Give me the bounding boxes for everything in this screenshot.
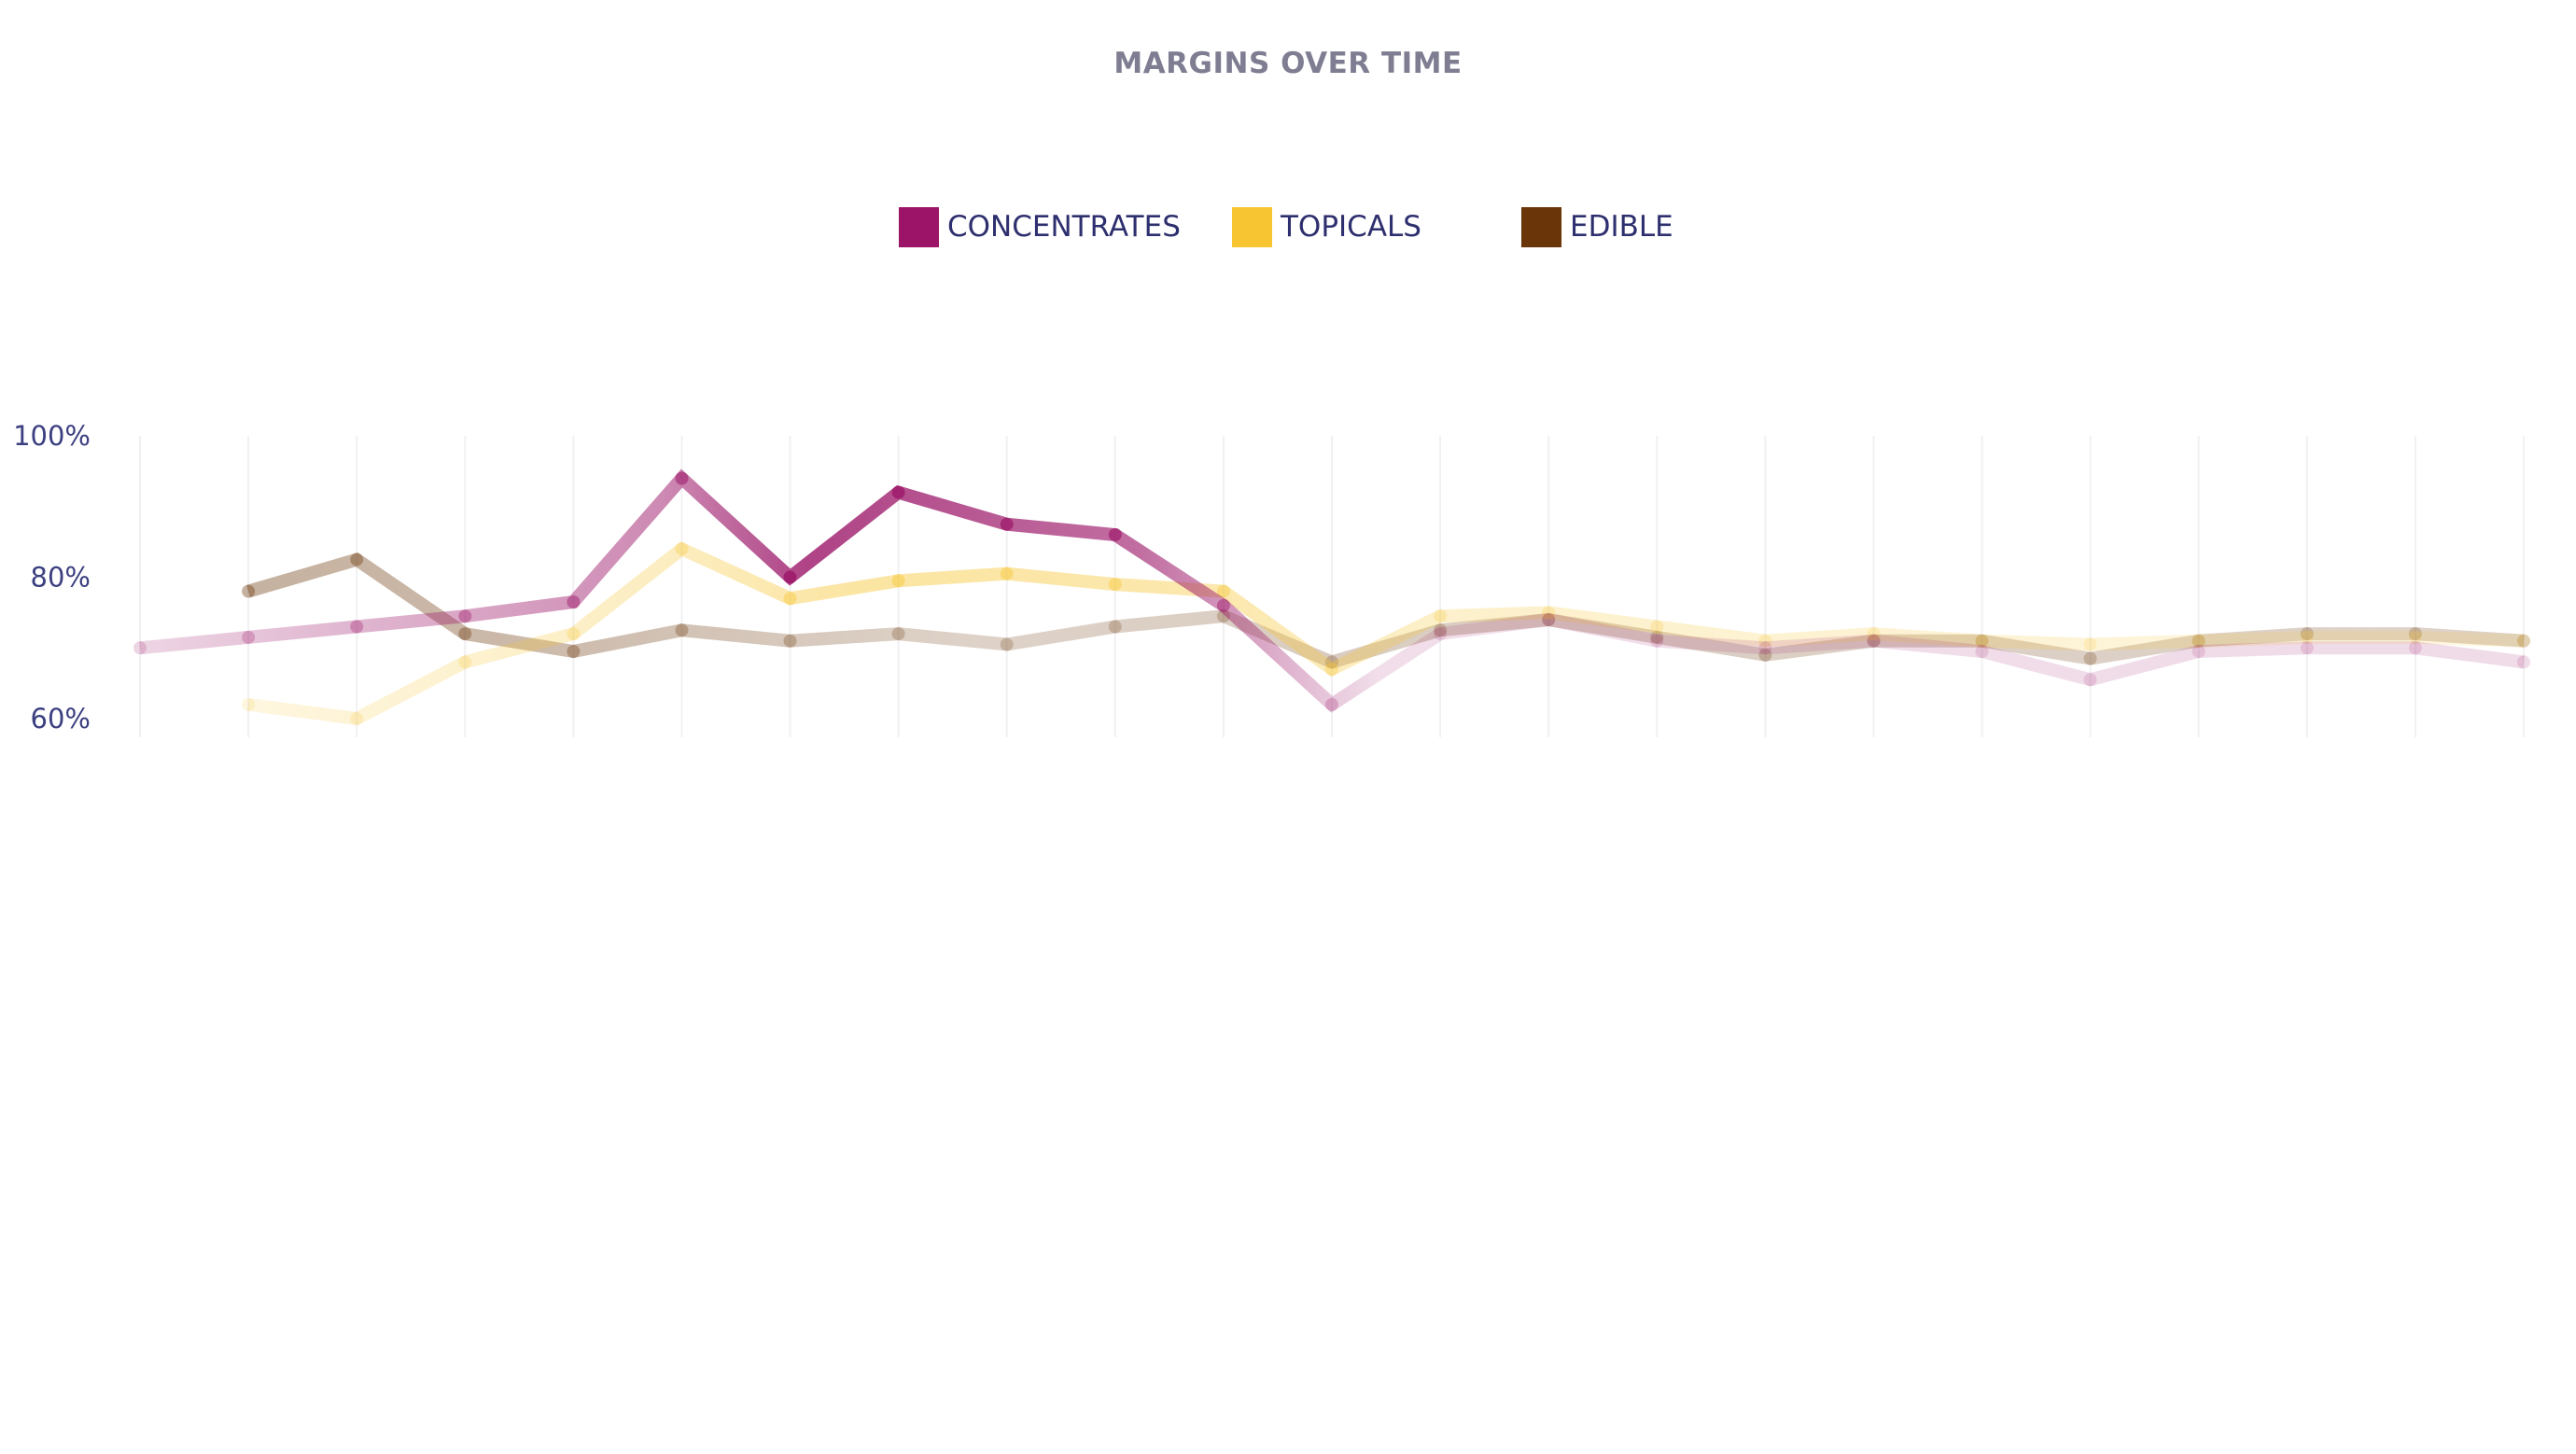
legend: CONCENTRATES TOPICALS EDIBLE [0,205,2576,248]
data-point[interactable] [1325,663,1338,676]
y-axis-ticks: 100% 80% 60% [13,420,91,734]
data-point[interactable] [350,620,364,634]
data-point[interactable] [1434,609,1448,623]
data-point[interactable] [675,623,689,637]
data-point[interactable] [242,630,256,644]
data-point[interactable] [891,627,905,641]
gridlines [139,436,2525,737]
data-point[interactable] [2191,645,2205,658]
data-point[interactable] [1434,627,1448,641]
data-point[interactable] [675,542,689,556]
data-point[interactable] [783,570,797,584]
y-tick-label: 100% [13,420,91,452]
data-point[interactable] [1108,620,1122,634]
legend-label-edible: EDIBLE [1570,210,1673,244]
data-point[interactable] [2408,630,2422,644]
data-point[interactable] [242,697,256,711]
legend-swatch-concentrates [899,206,939,247]
data-point[interactable] [458,655,472,669]
y-tick-label: 60% [31,703,91,734]
y-tick-label: 80% [31,562,91,594]
data-point[interactable] [2083,637,2097,651]
data-point[interactable] [133,641,147,655]
legend-swatch-edible [1521,206,1561,247]
data-point[interactable] [783,634,797,648]
data-point[interactable] [2191,634,2205,648]
legend-item-concentrates[interactable]: CONCENTRATES [899,205,1181,248]
legend-label-topicals: TOPICALS [1281,210,1421,244]
data-point[interactable] [2083,651,2097,665]
legend-swatch-topicals [1232,206,1272,247]
data-point[interactable] [242,584,256,598]
data-point[interactable] [458,627,472,641]
data-point[interactable] [2517,655,2530,669]
data-point[interactable] [2517,634,2530,648]
data-point[interactable] [1975,634,1989,648]
data-point[interactable] [891,574,905,588]
data-point[interactable] [1325,697,1338,711]
data-point[interactable] [1216,598,1230,612]
data-point[interactable] [2300,630,2314,644]
data-point[interactable] [1000,566,1014,580]
data-point[interactable] [1650,620,1664,634]
data-point[interactable] [1758,641,1772,655]
data-point[interactable] [1867,634,1881,648]
data-point[interactable] [2083,673,2097,687]
data-point[interactable] [567,627,581,641]
series-lines [133,468,2530,726]
data-point[interactable] [783,592,797,606]
data-point[interactable] [1650,634,1664,648]
data-point[interactable] [1216,584,1230,598]
data-point[interactable] [891,485,905,499]
page-title: MARGINS OVER TIME [1113,47,1463,80]
series-line-topicals[interactable] [247,541,2525,726]
legend-item-topicals[interactable]: TOPICALS [1232,205,1421,248]
data-point[interactable] [675,471,689,485]
data-point[interactable] [350,712,364,725]
data-point[interactable] [2300,641,2314,655]
data-point[interactable] [1542,613,1556,626]
data-point[interactable] [567,595,581,608]
data-point[interactable] [1108,528,1122,541]
data-point[interactable] [567,645,581,658]
data-point[interactable] [1108,578,1122,592]
legend-item-edible[interactable]: EDIBLE [1521,205,1673,248]
data-point[interactable] [2408,641,2422,655]
line-chart: 100% 80% 60% [13,420,2530,737]
data-point[interactable] [458,609,472,623]
data-point[interactable] [350,552,364,566]
data-point[interactable] [1000,637,1014,651]
data-point[interactable] [1975,645,1989,658]
legend-label-concentrates: CONCENTRATES [947,210,1181,244]
data-point[interactable] [1000,517,1014,531]
